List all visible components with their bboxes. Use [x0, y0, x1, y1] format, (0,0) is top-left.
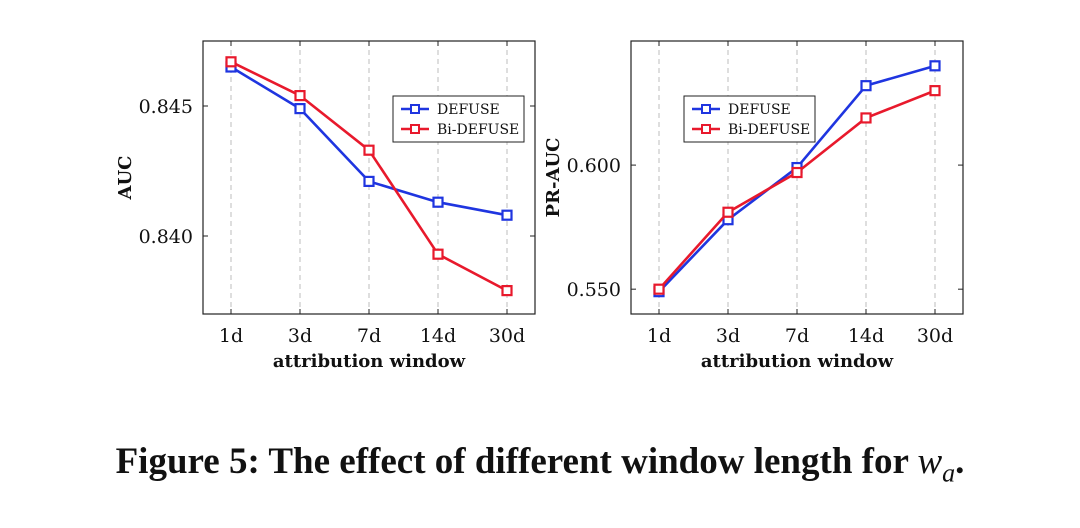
figure-charts: 1d 3d 7d 14d 30d 0.840 0.845 attribution window…: [115, 40, 964, 372]
x-tick-label: 1d: [647, 325, 671, 347]
caption-math: wa: [917, 441, 956, 488]
caption-period: .: [955, 441, 965, 482]
chart-2: 1d 3d 7d 14d 30d 0.550 0.600 attribution window…: [543, 40, 964, 372]
point-bi-defuse-1d: [225, 56, 237, 68]
point-defuse-3d: [294, 102, 306, 115]
legend-label-bi-defuse: Bi-DEFUSE: [728, 122, 810, 138]
x-tick-label: 30d: [917, 325, 953, 347]
x-tick-label: 3d: [716, 325, 740, 347]
figure-caption: Figure 5: The effect of different window…: [0, 440, 1080, 488]
legend-marker: [701, 124, 711, 134]
legend: DEFUSE Bi-DEFUSE: [392, 95, 525, 143]
point-bi-defuse-30d: [501, 285, 513, 297]
point-defuse-14d: [860, 80, 872, 92]
point-bi-defuse-1d: [653, 283, 665, 295]
y-tick-label: 0.600: [567, 155, 621, 177]
legend-label-defuse: DEFUSE: [728, 102, 791, 118]
x-tick-label: 14d: [420, 325, 456, 347]
x-tick-label: 14d: [848, 325, 884, 347]
point-defuse-7d: [363, 175, 375, 187]
legend-marker: [701, 104, 711, 114]
legend-box: [683, 95, 816, 143]
y-tick-label: 0.845: [139, 96, 193, 118]
x-tick-label: 1d: [219, 325, 243, 347]
legend-box: [392, 95, 525, 143]
y-tick-label: 0.550: [567, 279, 621, 301]
x-tick-label: 30d: [489, 325, 525, 347]
point-defuse-30d: [501, 209, 513, 221]
point-bi-defuse-14d: [432, 248, 444, 260]
x-tick-label: 7d: [357, 325, 381, 347]
point-bi-defuse-3d: [294, 89, 306, 102]
legend-label-defuse: DEFUSE: [437, 102, 500, 118]
legend-marker: [410, 124, 420, 134]
point-defuse-30d: [929, 60, 941, 72]
caption-text: Figure 5: The effect of different window…: [115, 441, 918, 482]
x-tick-label: 3d: [288, 325, 312, 347]
x-axis-label: attribution window: [701, 351, 894, 372]
chart-1: 1d 3d 7d 14d 30d 0.840 0.845 attribution window…: [115, 40, 536, 372]
legend: DEFUSE Bi-DEFUSE: [683, 95, 816, 143]
x-axis-label: attribution window: [273, 351, 466, 372]
y-tick-label: 0.840: [139, 226, 193, 248]
point-bi-defuse-7d: [363, 144, 375, 156]
y-axis-label: PR-AUC: [543, 138, 564, 218]
point-bi-defuse-14d: [860, 112, 872, 124]
legend-marker: [410, 104, 420, 114]
x-tick-label: 7d: [785, 325, 809, 347]
point-defuse-14d: [432, 196, 444, 208]
legend-label-bi-defuse: Bi-DEFUSE: [437, 122, 519, 138]
y-axis-label: AUC: [115, 156, 136, 201]
point-bi-defuse-7d: [791, 166, 803, 179]
point-bi-defuse-3d: [722, 206, 734, 218]
point-bi-defuse-30d: [929, 85, 941, 97]
